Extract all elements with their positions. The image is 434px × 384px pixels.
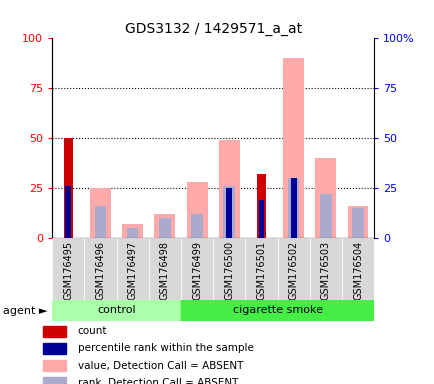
Text: value, Detection Call = ABSENT: value, Detection Call = ABSENT <box>78 361 243 371</box>
FancyBboxPatch shape <box>148 238 181 300</box>
Text: GSM176502: GSM176502 <box>288 241 298 300</box>
Text: count: count <box>78 326 107 336</box>
Bar <box>63 138 73 238</box>
Bar <box>290 178 296 238</box>
Bar <box>43 377 66 384</box>
Text: GSM176501: GSM176501 <box>256 241 266 300</box>
Bar <box>258 200 264 238</box>
Bar <box>347 206 368 238</box>
Bar <box>181 300 373 321</box>
Text: GSM176503: GSM176503 <box>320 241 330 300</box>
FancyBboxPatch shape <box>245 238 277 300</box>
Bar <box>315 158 335 238</box>
FancyBboxPatch shape <box>84 238 116 300</box>
Bar <box>52 300 181 321</box>
Bar <box>283 58 303 238</box>
Bar <box>218 140 239 238</box>
Bar <box>122 224 143 238</box>
Text: GSM176498: GSM176498 <box>160 241 169 300</box>
Text: GSM176497: GSM176497 <box>128 241 137 300</box>
Text: GSM176500: GSM176500 <box>224 241 233 300</box>
Text: cigarette smoke: cigarette smoke <box>232 305 322 315</box>
Bar <box>191 214 202 238</box>
Text: GSM176504: GSM176504 <box>352 241 362 300</box>
FancyBboxPatch shape <box>213 238 245 300</box>
Text: agent ►: agent ► <box>3 306 48 316</box>
Bar <box>226 188 232 238</box>
FancyBboxPatch shape <box>341 238 373 300</box>
FancyBboxPatch shape <box>52 238 84 300</box>
Bar <box>43 326 66 337</box>
Bar <box>154 214 175 238</box>
Bar <box>186 182 207 238</box>
Bar <box>287 178 299 238</box>
Bar <box>90 188 111 238</box>
Bar <box>319 194 331 238</box>
Bar <box>43 360 66 371</box>
Title: GDS3132 / 1429571_a_at: GDS3132 / 1429571_a_at <box>124 22 301 36</box>
FancyBboxPatch shape <box>181 238 213 300</box>
Text: rank, Detection Call = ABSENT: rank, Detection Call = ABSENT <box>78 378 238 384</box>
Text: GSM176499: GSM176499 <box>192 241 201 300</box>
Text: percentile rank within the sample: percentile rank within the sample <box>78 343 253 353</box>
Bar <box>95 206 106 238</box>
Bar <box>256 174 266 238</box>
FancyBboxPatch shape <box>277 238 309 300</box>
Bar <box>65 186 71 238</box>
Bar <box>43 343 66 354</box>
Bar <box>159 218 170 238</box>
Text: GSM176496: GSM176496 <box>95 241 105 300</box>
Bar <box>127 228 138 238</box>
Bar <box>223 186 234 238</box>
Text: GSM176495: GSM176495 <box>63 241 73 300</box>
Bar <box>352 208 363 238</box>
Text: control: control <box>97 305 135 315</box>
FancyBboxPatch shape <box>309 238 341 300</box>
FancyBboxPatch shape <box>116 238 148 300</box>
